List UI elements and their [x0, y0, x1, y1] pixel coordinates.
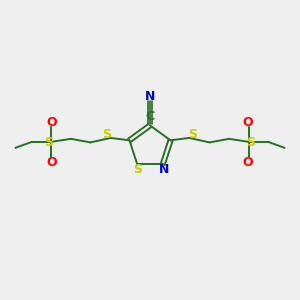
Text: S: S [45, 136, 54, 149]
Text: S: S [103, 128, 112, 141]
Text: O: O [47, 156, 57, 169]
Text: O: O [47, 116, 57, 128]
Text: S: S [188, 128, 197, 141]
Text: O: O [243, 156, 253, 169]
Text: O: O [243, 116, 253, 128]
Text: S: S [133, 163, 142, 176]
Text: C: C [146, 110, 154, 123]
Text: N: N [145, 90, 155, 103]
Text: S: S [246, 136, 255, 149]
Text: N: N [159, 164, 169, 176]
